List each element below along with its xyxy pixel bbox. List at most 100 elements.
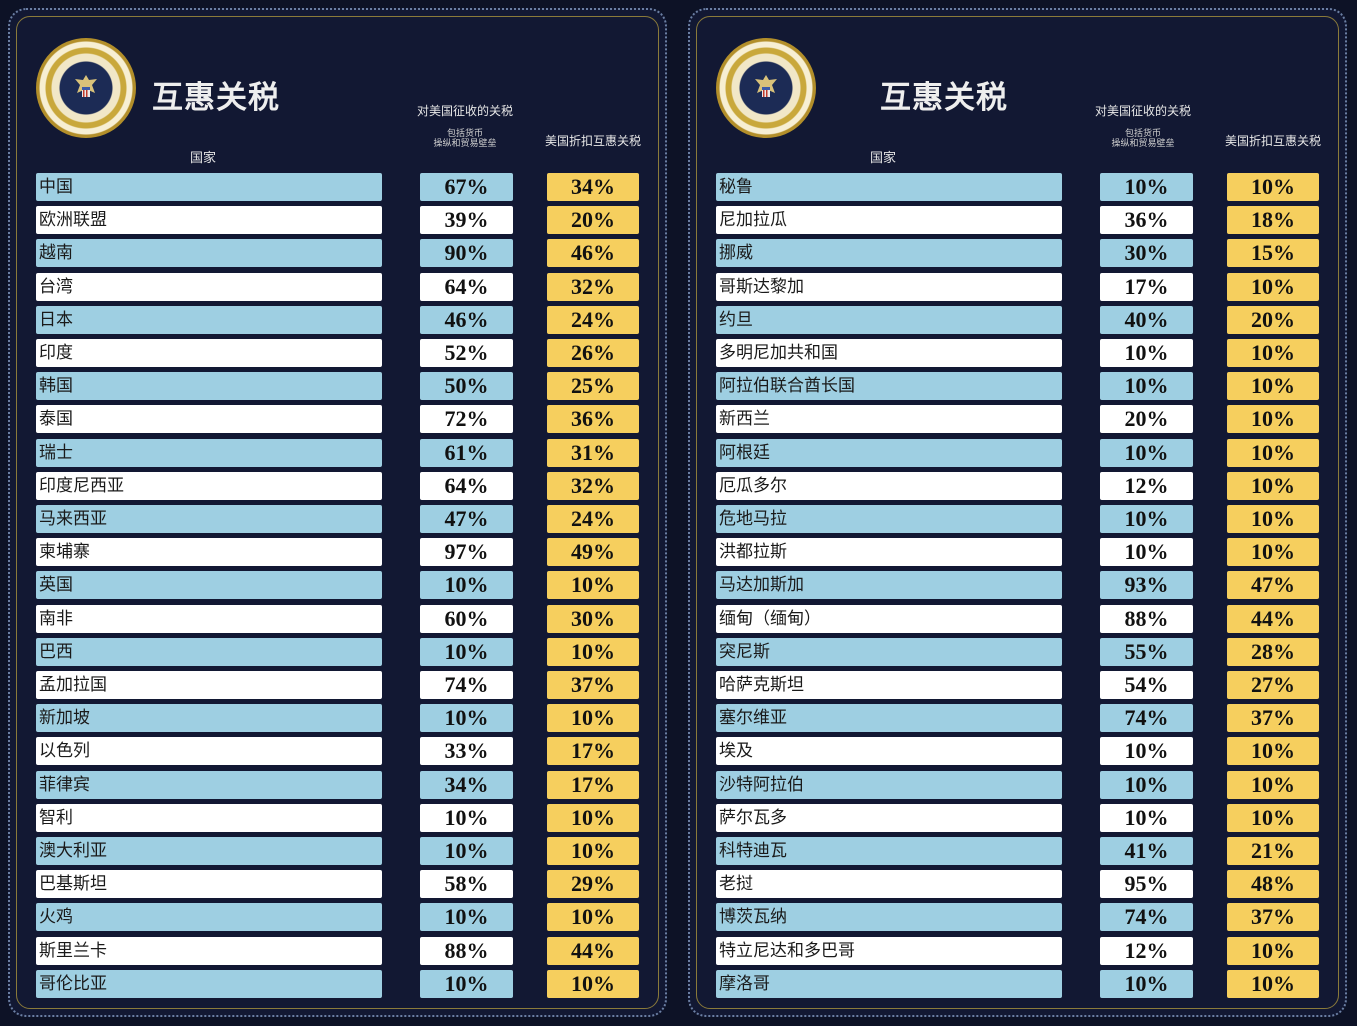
reciprocal-tariff-cell: 20% (547, 206, 639, 235)
presidential-seal-icon (716, 38, 816, 138)
country-cell: 老挝 (716, 870, 1062, 899)
levied-tariff-cell: 33% (420, 737, 513, 766)
levied-tariff-cell: 36% (1100, 206, 1193, 235)
country-cell: 台湾 (36, 272, 382, 301)
country-cell: 巴西 (36, 637, 382, 666)
country-cell: 特立尼达和多巴哥 (716, 936, 1062, 965)
levied-tariff-cell: 93% (1100, 571, 1193, 600)
header-levied-sub-1: 包括货币 (1124, 128, 1161, 138)
tariff-panel-right: 互惠关税 国家 对美国征收的关税 包括货币 操纵和贸易壁垒 美国折扣互惠关税 秘… (688, 8, 1347, 1017)
reciprocal-tariff-cell: 44% (1227, 604, 1319, 633)
levied-tariff-cell: 10% (420, 969, 513, 998)
levied-tariff-cell: 30% (1100, 239, 1193, 268)
reciprocal-tariff-cell: 25% (547, 372, 639, 401)
country-cell: 哈萨克斯坦 (716, 671, 1062, 699)
country-cell: 尼加拉瓜 (716, 206, 1062, 235)
levied-tariff-cell: 10% (1100, 173, 1193, 201)
eagle-icon (75, 75, 97, 97)
country-cell: 哥伦比亚 (36, 969, 382, 998)
levied-tariff-cell: 50% (420, 372, 513, 401)
reciprocal-tariff-cell: 10% (547, 704, 639, 733)
reciprocal-tariff-cell: 17% (547, 737, 639, 766)
reciprocal-tariff-cell: 10% (1227, 538, 1319, 567)
country-cell: 科特迪瓦 (716, 837, 1062, 865)
reciprocal-tariff-cell: 10% (1227, 173, 1319, 201)
levied-tariff-cell: 10% (1100, 803, 1193, 832)
panel-border (696, 16, 1339, 1009)
country-cell: 塞尔维亚 (716, 704, 1062, 733)
levied-tariff-cell: 64% (420, 272, 513, 301)
country-cell: 约旦 (716, 305, 1062, 334)
levied-tariff-cell: 10% (1100, 438, 1193, 467)
header-levied: 对美国征收的关税 (416, 104, 513, 118)
country-cell: 新西兰 (716, 405, 1062, 434)
levied-tariff-cell: 47% (420, 505, 513, 533)
levied-tariff-cell: 52% (420, 339, 513, 367)
reciprocal-tariff-cell: 10% (1227, 438, 1319, 467)
reciprocal-tariff-cell: 10% (1227, 770, 1319, 799)
reciprocal-tariff-cell: 48% (1227, 870, 1319, 899)
reciprocal-tariff-cell: 47% (1227, 571, 1319, 600)
reciprocal-tariff-cell: 28% (1227, 637, 1319, 666)
levied-tariff-cell: 10% (1100, 339, 1193, 367)
reciprocal-tariff-cell: 15% (1227, 239, 1319, 268)
country-cell: 孟加拉国 (36, 671, 382, 699)
header-levied: 对美国征收的关税 (1094, 104, 1191, 118)
country-cell: 厄瓜多尔 (716, 471, 1062, 500)
reciprocal-tariff-cell: 26% (547, 339, 639, 367)
levied-tariff-cell: 88% (420, 936, 513, 965)
reciprocal-tariff-cell: 17% (547, 770, 639, 799)
reciprocal-tariff-cell: 10% (1227, 339, 1319, 367)
reciprocal-tariff-cell: 10% (547, 969, 639, 998)
levied-tariff-cell: 67% (420, 173, 513, 201)
header-reciprocal: 美国折扣互惠关税 (544, 134, 641, 148)
levied-tariff-cell: 39% (420, 206, 513, 235)
country-cell: 摩洛哥 (716, 969, 1062, 998)
country-cell: 洪都拉斯 (716, 538, 1062, 567)
country-cell: 马来西亚 (36, 505, 382, 533)
reciprocal-tariff-cell: 34% (547, 173, 639, 201)
reciprocal-tariff-cell: 29% (547, 870, 639, 899)
levied-tariff-cell: 10% (1100, 969, 1193, 998)
levied-tariff-cell: 12% (1100, 471, 1193, 500)
country-cell: 以色列 (36, 737, 382, 766)
header-levied-sub: 包括货币 操纵和贸易壁垒 (1088, 128, 1198, 148)
levied-tariff-cell: 74% (1100, 704, 1193, 733)
country-cell: 英国 (36, 571, 382, 600)
reciprocal-tariff-cell: 21% (1227, 837, 1319, 865)
reciprocal-tariff-cell: 31% (547, 438, 639, 467)
country-cell: 哥斯达黎加 (716, 272, 1062, 301)
reciprocal-tariff-cell: 10% (1227, 936, 1319, 965)
levied-tariff-cell: 10% (420, 903, 513, 932)
country-cell: 马达加斯加 (716, 571, 1062, 600)
reciprocal-tariff-cell: 46% (547, 239, 639, 268)
country-cell: 新加坡 (36, 704, 382, 733)
country-cell: 斯里兰卡 (36, 936, 382, 965)
country-cell: 秘鲁 (716, 173, 1062, 201)
levied-tariff-cell: 55% (1100, 637, 1193, 666)
country-cell: 日本 (36, 305, 382, 334)
reciprocal-tariff-cell: 30% (547, 604, 639, 633)
reciprocal-tariff-cell: 37% (547, 671, 639, 699)
reciprocal-tariff-cell: 10% (547, 837, 639, 865)
reciprocal-tariff-cell: 24% (547, 505, 639, 533)
country-cell: 危地马拉 (716, 505, 1062, 533)
levied-tariff-cell: 20% (1100, 405, 1193, 434)
levied-tariff-cell: 72% (420, 405, 513, 434)
reciprocal-tariff-cell: 24% (547, 305, 639, 334)
reciprocal-tariff-cell: 49% (547, 538, 639, 567)
country-cell: 萨尔瓦多 (716, 803, 1062, 832)
country-cell: 印度尼西亚 (36, 471, 382, 500)
reciprocal-tariff-cell: 10% (1227, 505, 1319, 533)
reciprocal-tariff-cell: 37% (1227, 704, 1319, 733)
levied-tariff-cell: 17% (1100, 272, 1193, 301)
country-cell: 中国 (36, 173, 382, 201)
country-cell: 沙特阿拉伯 (716, 770, 1062, 799)
country-cell: 澳大利亚 (36, 837, 382, 865)
levied-tariff-cell: 64% (420, 471, 513, 500)
country-cell: 越南 (36, 239, 382, 268)
country-cell: 缅甸（缅甸） (716, 604, 1062, 633)
country-cell: 阿根廷 (716, 438, 1062, 467)
country-cell: 埃及 (716, 737, 1062, 766)
header-country: 国家 (190, 150, 217, 165)
